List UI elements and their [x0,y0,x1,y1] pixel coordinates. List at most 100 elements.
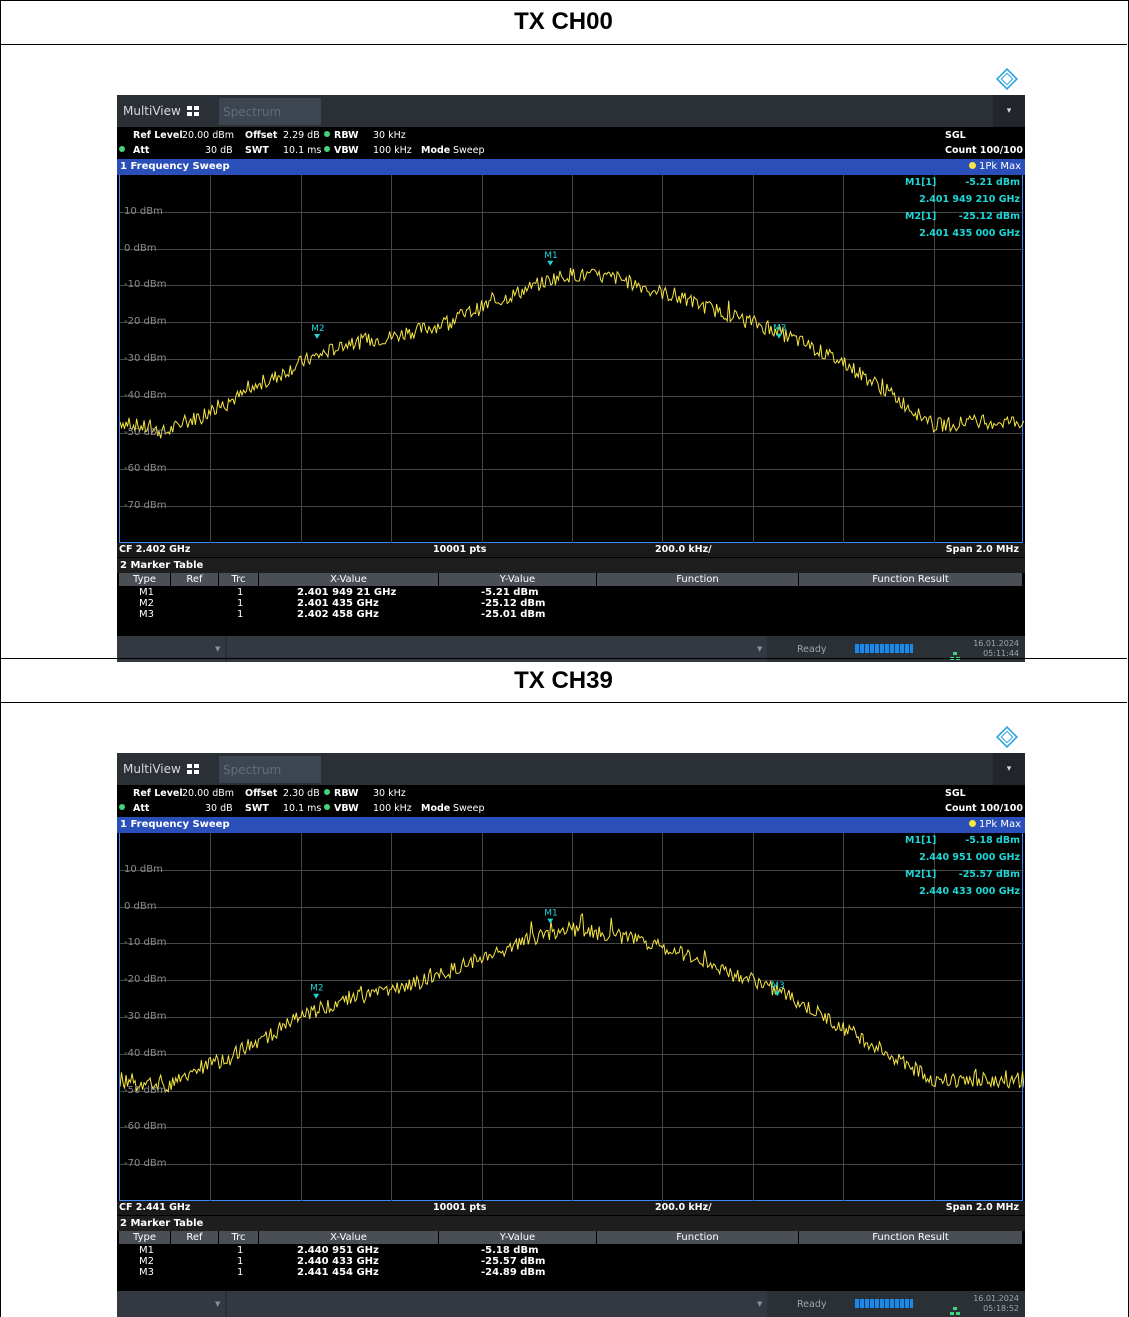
marker-table-title[interactable]: 2 Marker Table [117,558,1025,573]
trace-1pk-max [120,913,1024,1094]
trace-label-text: 1Pk Max [978,161,1021,172]
sweep-window-title[interactable]: 1 Frequency Sweep [117,159,1025,175]
chevron-down-icon[interactable]: ▾ [993,95,1025,127]
marker-trace: 1 [237,609,244,620]
table-row[interactable]: M2 1 2.401 435 GHz -25.12 dBm [119,597,1023,610]
marker-trace: 1 [237,1267,244,1278]
tab-multiview[interactable]: MultiView [117,756,219,782]
marker-m2 [313,993,320,999]
marker-label-m3: M3 [771,981,785,991]
table-row[interactable]: M1 1 2.440 951 GHz -5.18 dBm [119,1244,1023,1257]
spectrum-plot[interactable]: M1 M2 M3 10 dBm 0 dBm -10 dBm -20 dBm -30 dBm -4… [119,175,1024,543]
offset-key: Offset [245,788,278,799]
trace-label-text: 1Pk Max [978,819,1021,830]
ref-level-value: 20.00 dBm [182,130,235,141]
tab-multiview[interactable]: MultiView [117,98,219,124]
marker-table-column-ref: Ref [171,1231,219,1244]
frequency-span: Span 2.0 MHz [945,544,1019,555]
marker-table-column-type: Type [119,573,171,586]
panel-title: TX CH00 [0,0,1127,45]
marker-y-value: -25.12 dBm [481,598,546,609]
status-date: 16.01.2024 [973,639,1019,648]
sweep-progress-bar [855,644,913,653]
marker-table-column-y-value: Y-Value [439,573,597,586]
mode-value: Sweep [453,145,485,156]
y-axis-label: -40 dBm [124,1047,167,1059]
spectrum-plot[interactable]: M1 M2 M3 10 dBm 0 dBm -10 dBm -20 dBm -30 dBm -4… [119,833,1024,1201]
marker-table-column-x-value: X-Value [259,573,439,586]
tab-spectrum[interactable]: Spectrum [219,756,321,783]
marker-m2 [314,334,321,340]
chevron-down-icon[interactable]: ▾ [993,753,1025,785]
status-bar: ▼ ▼ Ready 16.01.2024 05:18:52 [117,1291,1025,1317]
vbw-value: 100 kHz [373,803,412,814]
multiview-grid-icon [186,106,199,116]
center-frequency: CF 2.441 GHz [119,1202,191,1213]
status-ready: Ready [797,644,827,655]
marker-readout-name: M2[1] [905,869,937,880]
marker-readout-frequency: 2.401 949 210 GHz [919,194,1020,205]
plot-footer: CF 2.402 GHz 10001 pts 200.0 kHz/ Span 2… [117,543,1025,557]
swt-key: SWT [245,803,269,814]
sweep-points: 10001 pts [433,544,487,555]
y-axis-label: 10 dBm [124,205,163,217]
table-row[interactable]: M3 1 2.441 454 GHz -24.89 dBm [119,1266,1023,1279]
marker-table-column-function: Function [597,1231,799,1244]
marker-trace: 1 [237,1256,244,1267]
network-icon [950,645,960,660]
y-axis-label: 0 dBm [124,242,157,254]
status-dropdown-main[interactable] [227,636,767,662]
table-row[interactable]: M3 1 2.402 458 GHz -25.01 dBm [119,608,1023,621]
status-dropdown-left[interactable] [117,636,225,662]
sweep-count: Count 100/100 [945,145,1024,156]
marker-m1 [547,260,554,266]
offset-value: 2.30 dB [283,788,320,799]
marker-table-header: Type Ref Trc X-Value Y-Value Function Function… [119,1231,1023,1244]
status-time: 05:18:52 [983,1304,1019,1313]
toolbar: MultiView Spectrum ▾ [117,95,1025,127]
settings-panel: Ref Level 20.00 dBm Offset 2.29 dB RBW 3… [117,127,1025,159]
vbw-key: VBW [334,145,359,156]
y-axis-label: -20 dBm [124,316,167,328]
frequency-per-division: 200.0 kHz/ [655,1202,712,1213]
tab-spectrum[interactable]: Spectrum [219,98,321,125]
offset-key: Offset [245,130,278,141]
marker-y-value: -24.89 dBm [481,1267,546,1278]
marker-table-title[interactable]: 2 Marker Table [117,1216,1025,1231]
y-axis-label: -10 dBm [124,937,167,949]
spectrum-plot-svg: M1 M2 M3 [120,833,1024,1201]
rbw-key: RBW [334,788,359,799]
y-axis-label: -40 dBm [124,389,167,401]
sweep-window-title[interactable]: 1 Frequency Sweep [117,817,1025,833]
trace-color-icon [968,162,976,169]
y-axis-label: -70 dBm [124,1158,167,1170]
y-axis-label: -50 dBm [124,426,167,438]
marker-readout-frequency: 2.440 433 000 GHz [919,886,1020,897]
marker-type: M1 [139,1245,154,1256]
trace-label: 1Pk Max [968,817,1021,833]
marker-table-body: M1 1 2.401 949 21 GHz -5.21 dBm M2 1 2.401 435… [119,586,1023,626]
marker-table-body: M1 1 2.440 951 GHz -5.18 dBm M2 1 2.440 433 GH… [119,1244,1023,1284]
y-axis-label: -50 dBm [124,1084,167,1096]
status-dropdown-main[interactable] [227,1291,767,1317]
plot-footer: CF 2.441 GHz 10001 pts 200.0 kHz/ Span 2… [117,1201,1025,1215]
rbw-value: 30 kHz [373,130,406,141]
marker-x-value: 2.440 433 GHz [297,1256,379,1267]
tab-multiview-label: MultiView [123,104,181,118]
marker-m3 [776,333,783,339]
panel-title: TX CH39 [0,658,1127,703]
marker-table-column-x-value: X-Value [259,1231,439,1244]
sweep-progress-bar [855,1299,913,1308]
marker-table-column-trc: Trc [219,573,259,586]
table-row[interactable]: M1 1 2.401 949 21 GHz -5.21 dBm [119,586,1023,599]
status-dropdown-left[interactable] [117,1291,225,1317]
chevron-down-icon: ▼ [215,1300,221,1308]
trace-label: 1Pk Max [968,159,1021,175]
spectrum-analyzer-screen: MultiView Spectrum ▾ Ref Level 20.00 dBm… [117,753,1025,1317]
y-axis-label: 10 dBm [124,863,163,875]
marker-table-column-y-value: Y-Value [439,1231,597,1244]
table-row[interactable]: M2 1 2.440 433 GHz -25.57 dBm [119,1255,1023,1268]
trace-1pk-max [120,268,1024,439]
marker-readout-frequency: 2.401 435 000 GHz [919,228,1020,239]
att-key: Att [133,145,150,156]
